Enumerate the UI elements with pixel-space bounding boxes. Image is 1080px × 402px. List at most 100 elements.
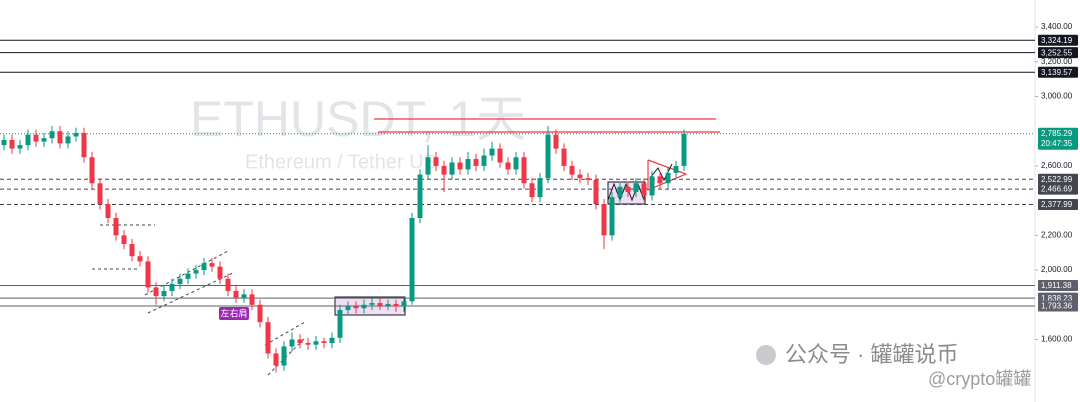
wechat-icon [756, 345, 776, 365]
candle-body [113, 218, 119, 236]
candle-body [145, 261, 151, 288]
candle-body [33, 134, 39, 142]
candle-body [65, 136, 71, 144]
candle-body [265, 322, 271, 354]
candle-body [681, 133, 687, 166]
candle-body [409, 218, 415, 302]
candle-body [417, 174, 423, 219]
candle-body [545, 134, 551, 179]
price-tag-label: 2,466.69 [1041, 185, 1073, 194]
candle-body [41, 138, 47, 142]
candle-body [329, 337, 335, 343]
y-tick-label: 2,200.00 [1041, 230, 1073, 239]
candle-body [233, 290, 239, 298]
price-tag [1038, 198, 1078, 210]
price-tag-label: 2,377.99 [1041, 200, 1073, 209]
candle-body [449, 162, 455, 175]
candle-body [553, 134, 559, 149]
candle-body [177, 278, 183, 284]
candle-body [1, 139, 7, 146]
candle-body [393, 303, 399, 307]
price-tag-label: 1,838.23 [1041, 294, 1073, 303]
candle-body [201, 263, 207, 271]
candle-body [249, 294, 255, 305]
candle-body [673, 165, 679, 173]
last-price-tag [1038, 127, 1078, 150]
candle-body [473, 158, 479, 166]
price-tag [1038, 34, 1078, 46]
symbol-description: Ethereum / Tether US [245, 151, 437, 173]
candle-body [9, 139, 15, 149]
candle-body [97, 183, 103, 205]
candle-body [121, 235, 127, 245]
candle-body [161, 290, 167, 297]
candle-body [593, 179, 599, 205]
candle-body [193, 270, 199, 274]
candle-body [513, 157, 519, 170]
candle-body [289, 339, 295, 347]
candle-body [241, 294, 247, 298]
price-tag [1038, 279, 1078, 291]
candle-body [497, 148, 503, 163]
y-tick-label: 3,400.00 [1041, 22, 1073, 31]
price-tag-label: 2,522.99 [1041, 175, 1073, 184]
price-tag [1038, 300, 1078, 312]
candle-body [321, 341, 327, 343]
countdown-label: 20:47:35 [1041, 139, 1073, 148]
candle-body [665, 172, 671, 184]
candle-body [377, 303, 383, 306]
price-tag [1038, 183, 1078, 195]
candles [1, 126, 687, 373]
price-tag-label: 1,793.36 [1041, 302, 1073, 311]
candle-body [209, 263, 215, 267]
y-tick-label: 2,000.00 [1041, 265, 1073, 274]
candle-body [345, 306, 351, 311]
wechat-watermark: 公众号 · 罐罐说币 @crypto罐罐 [756, 342, 1031, 389]
y-tick-label: 1,600.00 [1041, 335, 1073, 344]
candle-body [297, 339, 303, 343]
candle-body [129, 244, 135, 257]
candle-body [89, 157, 95, 184]
channel-line [264, 321, 306, 346]
candle-body [49, 131, 55, 139]
candle-body [273, 353, 279, 366]
candle-body [369, 303, 375, 305]
pattern-label-bg [219, 307, 249, 320]
candle-body [433, 157, 439, 166]
candle-body [641, 183, 647, 196]
candle-body [521, 157, 527, 184]
candle-body [217, 266, 223, 279]
candle-body [25, 134, 31, 146]
candle-body [465, 158, 471, 170]
candle-body [425, 157, 431, 175]
candle-body [337, 310, 343, 338]
candle-body [457, 162, 463, 170]
candle-body [225, 278, 231, 291]
candle-body [601, 204, 607, 236]
candle-body [257, 304, 263, 323]
candle-body [361, 304, 367, 309]
last-price-label: 2,785.29 [1041, 129, 1073, 138]
candle-body [305, 342, 311, 345]
candle-body [649, 176, 655, 196]
candle-body [481, 155, 487, 166]
price-tag-label: 3,139.57 [1041, 68, 1073, 77]
y-tick-label: 2,600.00 [1041, 161, 1073, 170]
candle-body [633, 183, 639, 192]
candle-body [153, 287, 159, 297]
candle-body [169, 283, 175, 291]
price-tag-label: 3,252.55 [1041, 48, 1073, 57]
candle-body [569, 165, 575, 175]
candle-body [585, 178, 591, 180]
pattern-label: 左右肩 [220, 307, 247, 318]
candle-body [609, 197, 615, 236]
price-tag-label: 3,324.19 [1041, 36, 1073, 45]
price-tag [1038, 47, 1078, 59]
y-tick-label: 3,000.00 [1041, 92, 1073, 101]
candle-body [385, 303, 391, 306]
candle-body [489, 148, 495, 156]
candle-body [529, 183, 535, 198]
candle-body [353, 306, 359, 309]
candle-body [137, 256, 143, 262]
